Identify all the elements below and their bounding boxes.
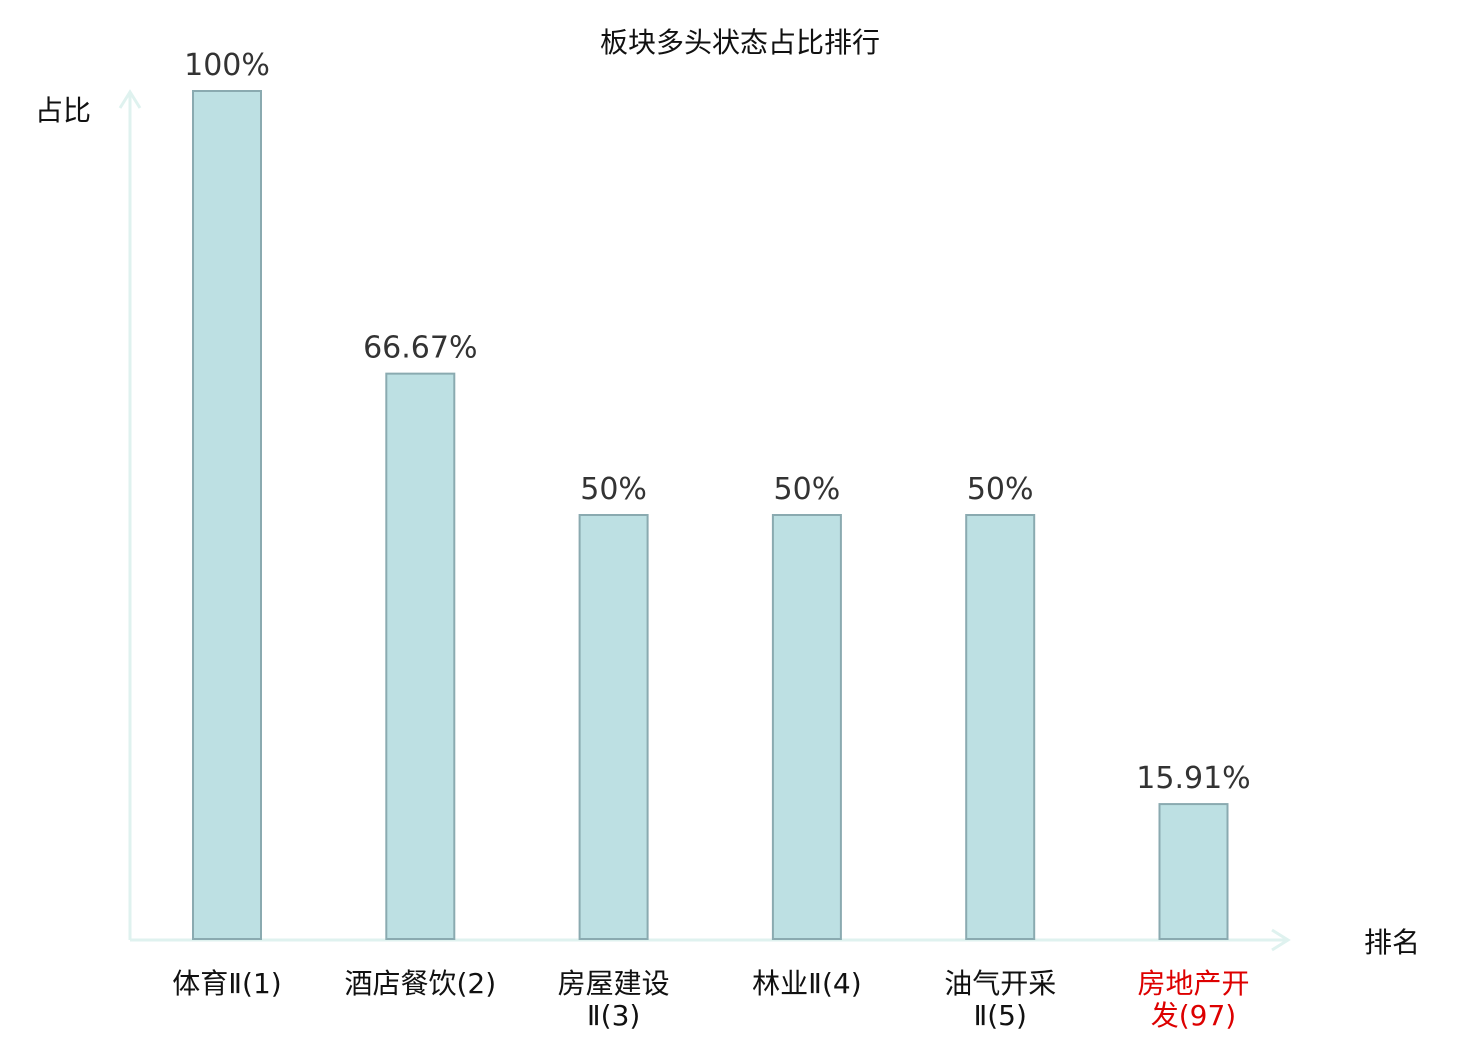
chart-title: 板块多头状态占比排行	[600, 26, 880, 59]
bar-4	[771, 514, 842, 940]
bar-1	[192, 90, 262, 940]
category-label-1: 体育Ⅱ(1)	[172, 967, 281, 1000]
category-label-5-line-1: 油气开采	[944, 967, 1056, 1000]
category-label-2: 酒店餐饮(2)	[344, 967, 496, 1000]
bar-value-label-6: 15.91%	[1136, 761, 1250, 796]
category-label-3-line-1: 房屋建设	[558, 967, 670, 1000]
category-label-5-line-2: Ⅱ(5)	[973, 999, 1026, 1032]
x-axis-arrow	[1271, 928, 1291, 952]
bar-value-label-5: 50%	[967, 472, 1034, 507]
bar-6	[1158, 803, 1229, 940]
y-axis-label: 占比	[35, 94, 91, 127]
x-axis-label: 排名	[1364, 926, 1420, 959]
bar-value-label-3: 50%	[580, 472, 647, 507]
category-label-3-line-2: Ⅱ(3)	[587, 999, 640, 1032]
bar-5	[965, 514, 1036, 940]
category-label-6-line-2: 发(97)	[1151, 999, 1236, 1032]
category-label-4: 林业Ⅱ(4)	[752, 967, 861, 1000]
y-axis-arrow	[118, 89, 142, 109]
bar-value-label-1: 100%	[184, 48, 270, 83]
bar-2	[385, 372, 456, 940]
bar-value-label-2: 66.67%	[363, 331, 477, 366]
bar-value-label-4: 50%	[774, 472, 841, 507]
bar-3	[578, 514, 649, 940]
category-label-6-line-1: 房地产开	[1137, 967, 1249, 1000]
